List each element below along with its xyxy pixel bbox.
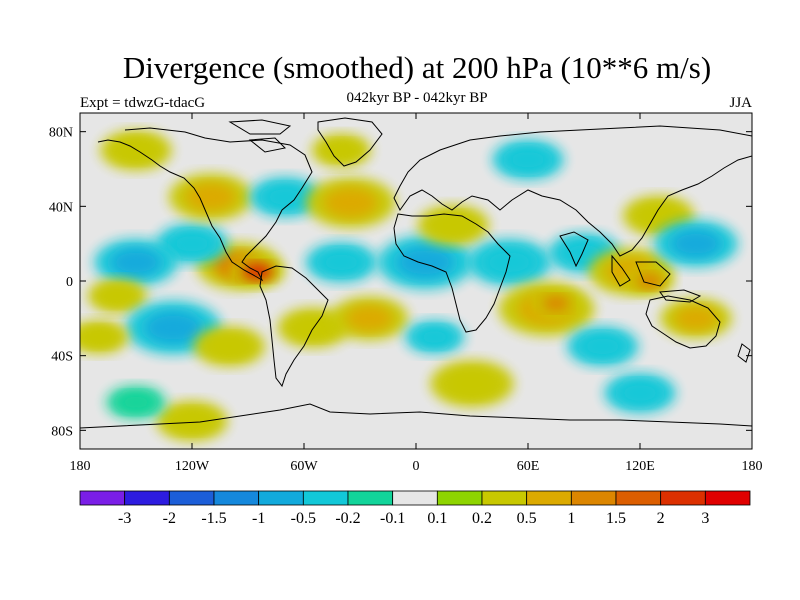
field-blob-19 [541, 295, 571, 312]
field-blob-32 [118, 392, 154, 413]
field-blob-26 [674, 306, 718, 331]
colorbar-label: 0.5 [517, 510, 537, 527]
field-blob-5 [144, 311, 203, 344]
x-tick-label: 120W [175, 459, 210, 474]
chart-subtitle: 042kyr BP - 042kyr BP [346, 90, 488, 106]
field-blob-14 [396, 246, 455, 279]
colorbar-label: -1.5 [201, 510, 226, 527]
coastline-south-america [259, 265, 329, 388]
colorbar-label: -3 [118, 510, 131, 527]
colorbar-swatch-10 [526, 490, 572, 506]
field-blob-30 [446, 369, 498, 398]
coastline-india [559, 231, 589, 268]
x-tick-label: 0 [413, 459, 420, 474]
x-tick-label: 120E [625, 459, 655, 474]
y-axis: 80N 40N 0 40S 80S [49, 126, 752, 439]
x-tick-label: 60W [290, 459, 318, 474]
colorbar-swatch-12 [615, 490, 662, 506]
colorbar-swatch-0 [79, 490, 126, 506]
chart-title: Divergence (smoothed) at 200 hPa (10**6 … [122, 50, 712, 85]
field-blob-28 [323, 140, 360, 161]
y-tick-label: 40N [49, 200, 73, 215]
field-blob-31 [170, 408, 214, 434]
field-blob-13 [346, 305, 393, 332]
field-blob-21 [581, 334, 625, 359]
x-tick-label: 60E [517, 459, 540, 474]
x-tick-label: 180 [70, 459, 91, 474]
coastline-africa [393, 213, 511, 333]
coastline-antarctica [80, 403, 752, 429]
coastline-new-zealand [737, 343, 751, 363]
colorbar-label: 1 [567, 510, 575, 527]
coastline-eurasia-africa [393, 125, 752, 257]
coastline-australia [645, 295, 721, 349]
y-tick-label: 0 [66, 275, 73, 290]
colorbar-swatch-7 [392, 490, 438, 506]
field-blob-9 [263, 184, 307, 210]
colorbar-swatch-5 [302, 490, 349, 506]
field-blob-17 [484, 248, 535, 277]
colorbar-swatch-11 [570, 490, 617, 506]
field-blob-4 [99, 285, 136, 307]
colorbar-label: 0.2 [472, 510, 492, 527]
colorbar-label: -1 [252, 510, 265, 527]
experiment-label: Expt = tdwzG-tdacG [80, 95, 206, 111]
y-tick-label: 40S [51, 350, 73, 365]
field-blob-29 [506, 147, 550, 172]
colorbar-label: 3 [701, 510, 709, 527]
field-blob-33 [618, 380, 662, 406]
plot-area [79, 112, 753, 450]
colorbar-swatch-13 [660, 490, 706, 506]
coastlines [80, 117, 752, 429]
y-tick-label: 80S [51, 424, 73, 439]
colorbar-label: -0.2 [335, 510, 360, 527]
field-blob-24 [637, 203, 681, 228]
colorbar-swatch-6 [347, 490, 394, 506]
colorbar-swatch-4 [258, 490, 304, 506]
colorbar-swatch-9 [481, 490, 528, 506]
field-blob-8 [185, 182, 236, 212]
colorbar-label: -2 [163, 510, 176, 527]
field-blob-3 [110, 248, 162, 277]
field-blob-25 [670, 229, 722, 258]
colorbar-swatch-8 [436, 490, 483, 506]
colorbar-swatch-1 [124, 490, 170, 506]
colorbar-label: 2 [657, 510, 665, 527]
x-axis: 180 120W 60W 0 60E 120E 180 [70, 113, 763, 474]
x-tick-label: 180 [742, 459, 763, 474]
coastline-north-america [97, 127, 313, 282]
y-tick-label: 80N [49, 126, 73, 141]
colorbar: -3 -2 -1.5 -1 -0.5 -0.2 -0.1 0.1 0.2 0.5 1 1.5 2 3 [79, 490, 751, 527]
field-blob-23 [634, 272, 664, 290]
field-blob-6 [80, 326, 117, 348]
colorbar-swatch-14 [704, 490, 751, 506]
field-blob-2 [170, 231, 214, 256]
coastline-arctic-islands [228, 119, 292, 153]
field-blob-15 [431, 212, 475, 238]
coastline-greenland [317, 117, 383, 167]
field-blob-10 [323, 187, 378, 218]
colorbar-label: -0.1 [380, 510, 405, 527]
colorbar-label: 0.1 [427, 510, 447, 527]
colorbar-swatch-2 [168, 490, 215, 506]
colorbar-label: 1.5 [606, 510, 626, 527]
colorbar-label: -0.5 [291, 510, 316, 527]
coastline-southeast-asia [611, 254, 702, 303]
colorbar-swatch-3 [213, 490, 260, 506]
field-blob-16 [416, 326, 453, 348]
field-blob-11 [319, 250, 363, 275]
season-label: JJA [729, 95, 752, 111]
field-blob-7 [207, 334, 251, 359]
